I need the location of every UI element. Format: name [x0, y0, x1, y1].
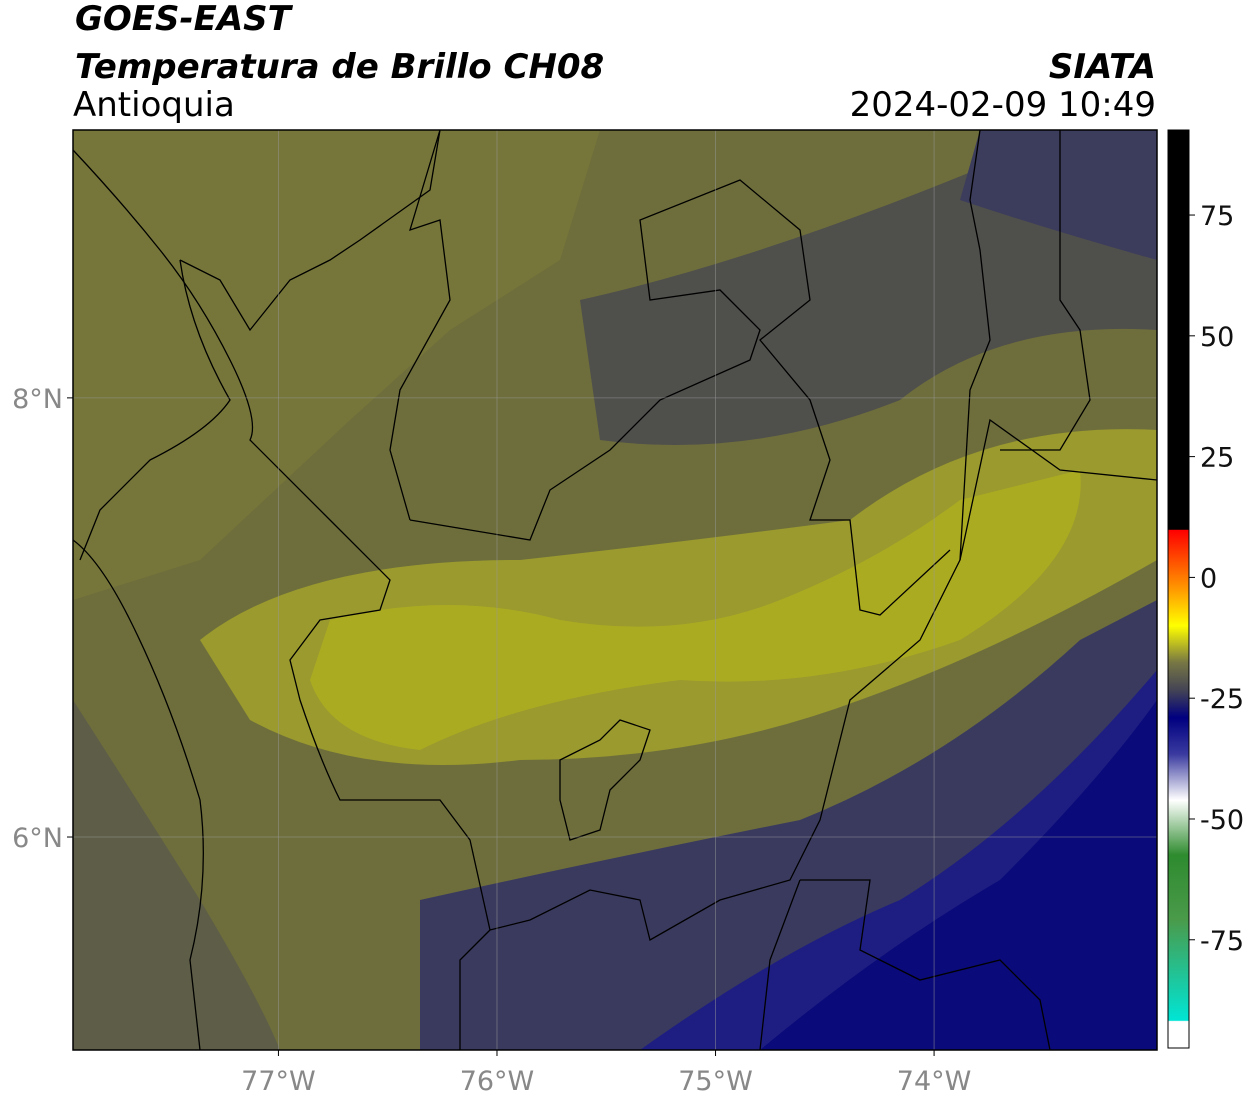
graticule	[73, 130, 1157, 1050]
datetime: 2024-02-09 10:49	[850, 85, 1156, 125]
x-tick-label: 75°W	[678, 1066, 753, 1097]
y-tick-label: 8°N	[12, 384, 63, 415]
colorbar-tick-label: -50	[1200, 805, 1244, 836]
x-tick-label: 77°W	[241, 1066, 316, 1097]
colorbar-tick-label: -25	[1200, 684, 1244, 715]
title: GOES-EAST	[75, 0, 294, 39]
colorbar-tick-label: -75	[1200, 926, 1244, 957]
x-tick-label: 74°W	[897, 1066, 972, 1097]
colorbar-tick-label: 75	[1200, 201, 1234, 232]
map-image	[73, 130, 1157, 1050]
colorbar-tick-label: 0	[1200, 563, 1217, 594]
colorbar-tick-label: 25	[1200, 443, 1234, 474]
y-tick-label: 6°N	[12, 823, 63, 854]
region: Antioquia	[73, 85, 235, 125]
map-frame	[72, 129, 1158, 1051]
subtitle: Temperatura de Brillo CH08	[75, 47, 604, 87]
source: SIATA	[1049, 47, 1156, 87]
colorbar	[1167, 129, 1190, 1049]
x-tick-label: 76°W	[460, 1066, 535, 1097]
colorbar-tick-label: 50	[1200, 322, 1234, 353]
